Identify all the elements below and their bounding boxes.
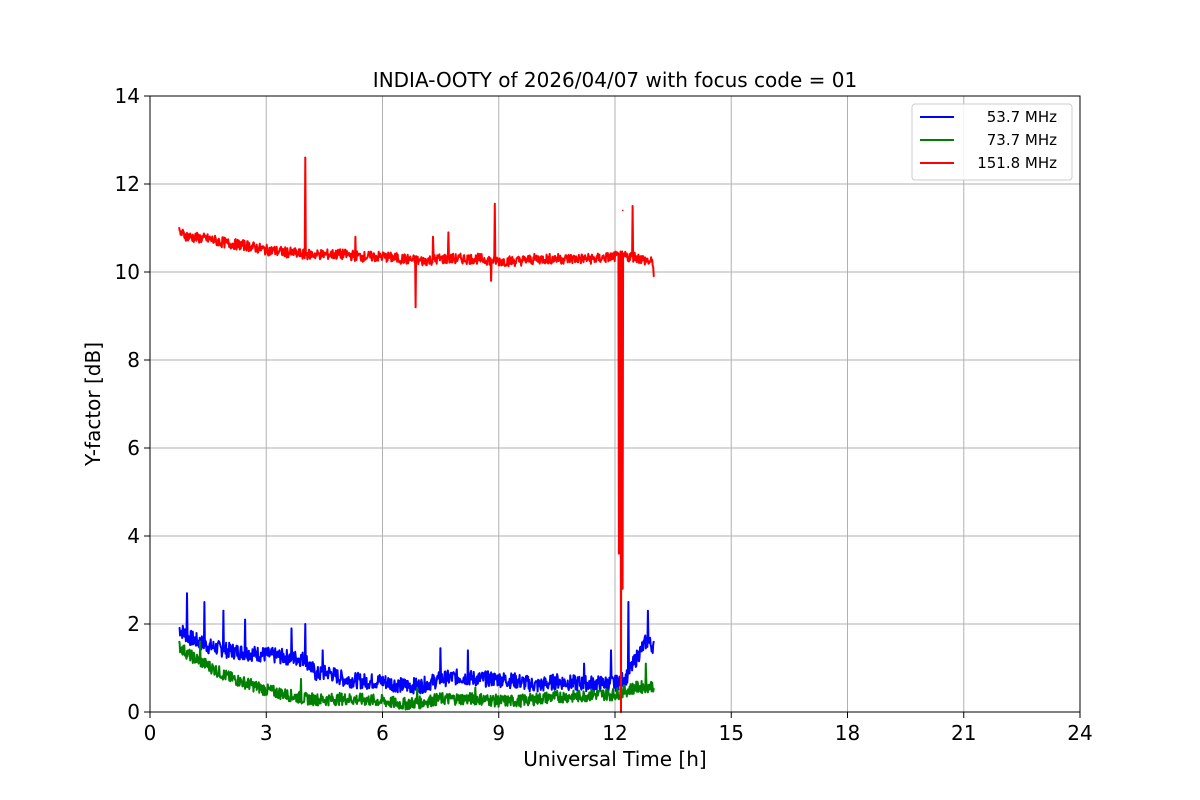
- dip-point: [652, 275, 655, 278]
- spike-point: [583, 662, 585, 665]
- x-tick-label: 21: [951, 721, 976, 745]
- y-tick-label: 2: [127, 612, 140, 636]
- dip-point: [621, 588, 624, 590]
- y-tick-label: 4: [127, 524, 140, 548]
- dip-point: [490, 280, 492, 282]
- spike-point: [186, 592, 188, 594]
- spike-point: [647, 610, 649, 612]
- spike-point: [439, 647, 442, 649]
- x-axis-label: Universal Time [h]: [523, 747, 706, 771]
- y-tick-label: 0: [127, 700, 140, 724]
- spike-point: [610, 649, 612, 652]
- spike-point: [621, 209, 624, 212]
- spike-point: [645, 662, 647, 665]
- legend-box: [911, 103, 1073, 181]
- spike-point: [627, 601, 630, 603]
- series-line: [178, 156, 655, 713]
- dip-point: [414, 306, 417, 309]
- x-tick-label: 15: [719, 721, 744, 745]
- spike-point: [222, 610, 225, 612]
- spike-point: [304, 623, 306, 625]
- spike-point: [354, 236, 357, 238]
- series-line: [178, 592, 655, 695]
- y-tick-label: 10: [115, 260, 140, 284]
- legend-label: 151.8 MHz: [977, 154, 1057, 172]
- x-tick-label: 0: [144, 721, 157, 745]
- spike-point: [416, 687, 419, 689]
- x-tick-label: 9: [492, 721, 505, 745]
- spike-point: [447, 231, 450, 234]
- legend-label: 73.7 MHz: [987, 131, 1057, 149]
- y-tick-label: 6: [127, 436, 140, 460]
- spike-point: [474, 687, 477, 689]
- spike-point: [203, 601, 206, 603]
- spike-point: [304, 156, 306, 159]
- x-tick-label: 18: [835, 721, 860, 745]
- series-73-7-mhz: [178, 640, 655, 711]
- spike-point: [466, 649, 469, 652]
- chart-title: INDIA-OOTY of 2026/04/07 with focus code…: [373, 68, 857, 92]
- y-tick-label: 14: [115, 84, 140, 108]
- x-tick-label: 6: [376, 721, 389, 745]
- y-axis-label: Y-factor [dB]: [81, 342, 105, 467]
- spike-point: [432, 236, 434, 238]
- series-53-7-mhz: [178, 592, 655, 695]
- x-tick-label: 24: [1067, 721, 1092, 745]
- dip-point: [618, 552, 620, 555]
- x-tick-label: 12: [602, 721, 627, 745]
- x-tick-label: 3: [260, 721, 273, 745]
- spike-point: [300, 678, 302, 680]
- spike-point: [631, 205, 634, 207]
- series-lines: [178, 156, 655, 713]
- spike-point: [244, 618, 246, 621]
- spike-point: [290, 627, 293, 630]
- y-tick-label: 12: [115, 172, 140, 196]
- spike-point: [321, 649, 324, 652]
- series-line: [178, 640, 655, 711]
- y-tick-label: 8: [127, 348, 140, 372]
- legend-label: 53.7 MHz: [987, 108, 1057, 126]
- spike-point: [199, 640, 202, 643]
- legend: 53.7 MHz 73.7 MHz 151.8 MHz: [911, 103, 1073, 181]
- spike-point: [494, 203, 496, 205]
